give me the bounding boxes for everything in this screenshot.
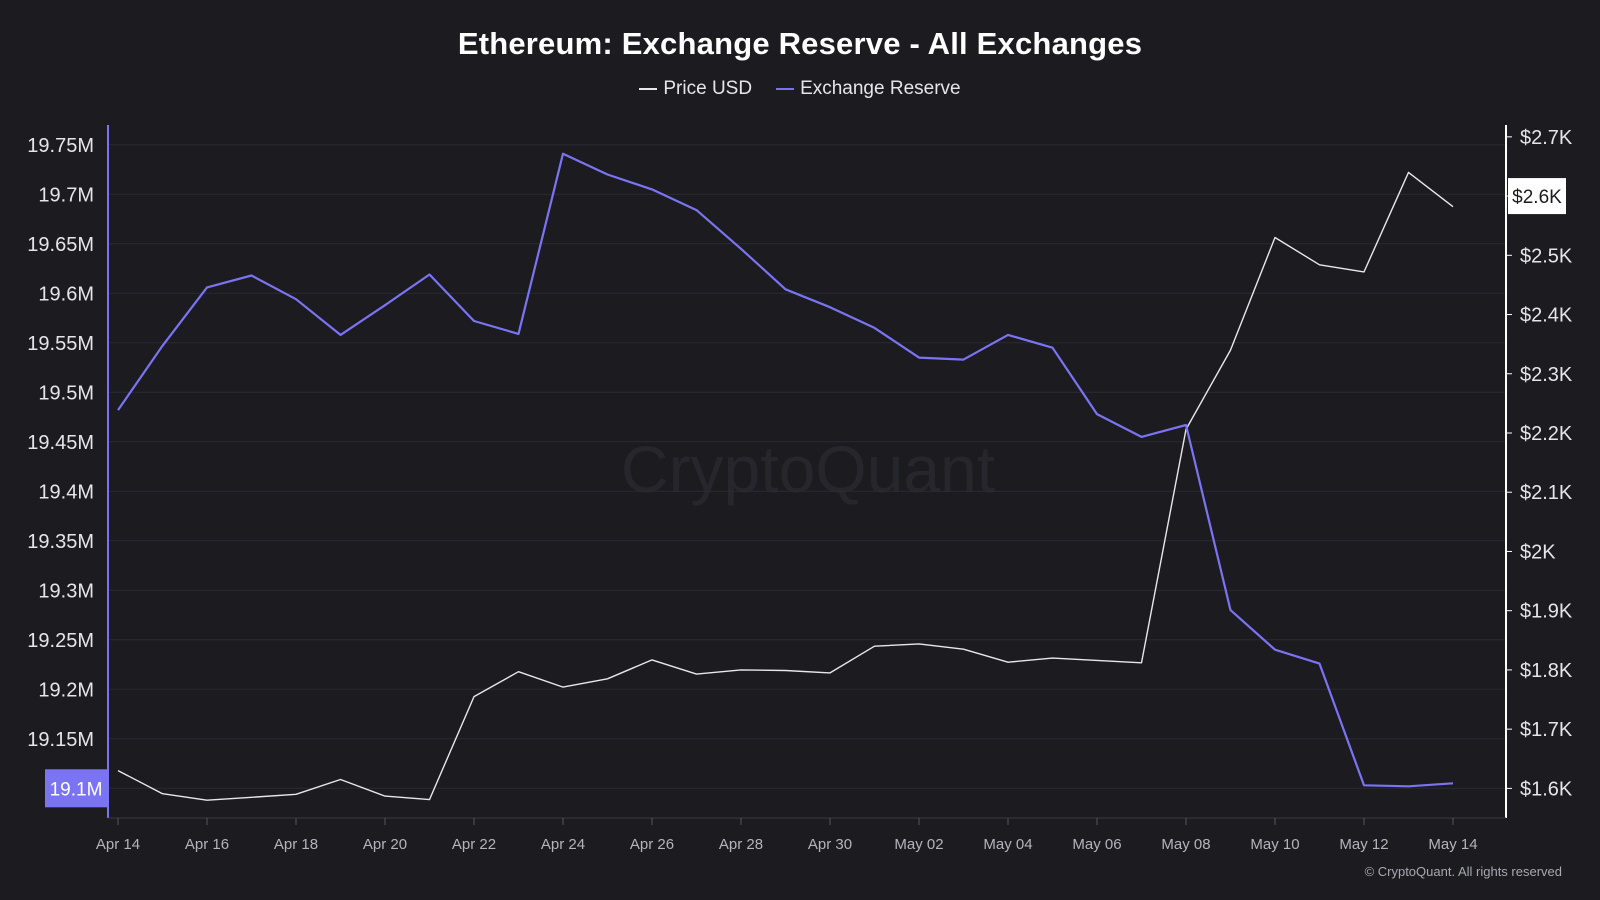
y-left-tick-label: 19.15M bbox=[27, 729, 94, 751]
y-right-tick-label: $1.9K bbox=[1520, 601, 1573, 623]
x-tick-label: Apr 14 bbox=[96, 836, 140, 853]
x-tick-label: May 10 bbox=[1250, 836, 1299, 853]
chart-title: Ethereum: Exchange Reserve - All Exchang… bbox=[457, 26, 1143, 61]
y-left-tick-label: 19.4M bbox=[38, 481, 94, 503]
y-right-tick-label: $1.7K bbox=[1520, 719, 1573, 741]
y-right-tick-label: $2.5K bbox=[1520, 245, 1573, 267]
series-line-exchange-reserve bbox=[117, 152, 1454, 788]
legend-swatch-reserve bbox=[776, 88, 795, 90]
x-tick-label: Apr 28 bbox=[719, 836, 763, 853]
y-left-tick-label: 19.35M bbox=[27, 531, 94, 553]
y-right-tick-label: $2.7K bbox=[1520, 127, 1573, 149]
series-line-price-usd bbox=[117, 171, 1454, 801]
y-left-tick-label: 19.2M bbox=[38, 679, 94, 701]
x-tick-label: Apr 24 bbox=[541, 836, 585, 853]
x-tick-label: May 12 bbox=[1339, 836, 1388, 853]
left-axis-value-badge bbox=[45, 769, 108, 808]
y-right-tick-label: $2.4K bbox=[1520, 305, 1573, 327]
y-left-tick-label: 19.3M bbox=[38, 580, 94, 602]
x-tick-label: May 08 bbox=[1161, 836, 1210, 853]
y-left-tick-label: 19.7M bbox=[38, 184, 94, 206]
x-tick-label: Apr 22 bbox=[452, 836, 496, 853]
y-left-tick-label: 19.45M bbox=[27, 432, 94, 454]
watermark: CryptoQuant bbox=[621, 432, 995, 506]
y-right-tick-label: $2.3K bbox=[1520, 364, 1573, 386]
y-left-tick-label: 19.1M bbox=[50, 779, 103, 800]
legend-label-price: Price USD bbox=[663, 78, 753, 99]
right-axis-value-badge bbox=[1508, 178, 1566, 215]
y-left-tick-label: 19.25M bbox=[27, 630, 94, 652]
x-tick-label: Apr 18 bbox=[274, 836, 318, 853]
x-tick-label: Apr 30 bbox=[808, 836, 852, 853]
y-right-tick-label: $2.2K bbox=[1520, 423, 1573, 445]
y-right-tick-label: $2.6K bbox=[1512, 187, 1562, 208]
y-right-tick-label: $2K bbox=[1520, 541, 1556, 563]
y-left-tick-label: 19.55M bbox=[27, 333, 94, 355]
x-tick-label: May 14 bbox=[1428, 836, 1477, 853]
legend-swatch-price bbox=[639, 88, 658, 90]
y-left-tick-label: 19.5M bbox=[38, 382, 94, 404]
legend-item-reserve[interactable]: Exchange Reserve bbox=[776, 78, 961, 100]
y-left-tick-label: 19.6M bbox=[38, 283, 94, 305]
x-tick-label: May 02 bbox=[894, 836, 943, 853]
y-left-tick-label: 19.75M bbox=[27, 135, 94, 157]
x-tick-label: May 04 bbox=[983, 836, 1032, 853]
copyright-notice: © CryptoQuant. All rights reserved bbox=[1364, 864, 1562, 879]
legend-label-reserve: Exchange Reserve bbox=[800, 78, 961, 99]
legend-item-price[interactable]: Price USD bbox=[639, 78, 752, 100]
x-tick-label: Apr 26 bbox=[630, 836, 674, 853]
y-right-tick-label: $1.6K bbox=[1520, 778, 1573, 800]
legend: Price USD Exchange Reserve bbox=[0, 78, 1600, 100]
x-tick-label: Apr 20 bbox=[363, 836, 407, 853]
y-left-tick-label: 19.65M bbox=[27, 234, 94, 256]
x-tick-label: Apr 16 bbox=[185, 836, 229, 853]
y-right-tick-label: $2.1K bbox=[1520, 482, 1573, 504]
y-right-tick-label: $1.8K bbox=[1520, 660, 1573, 682]
x-tick-label: May 06 bbox=[1072, 836, 1121, 853]
